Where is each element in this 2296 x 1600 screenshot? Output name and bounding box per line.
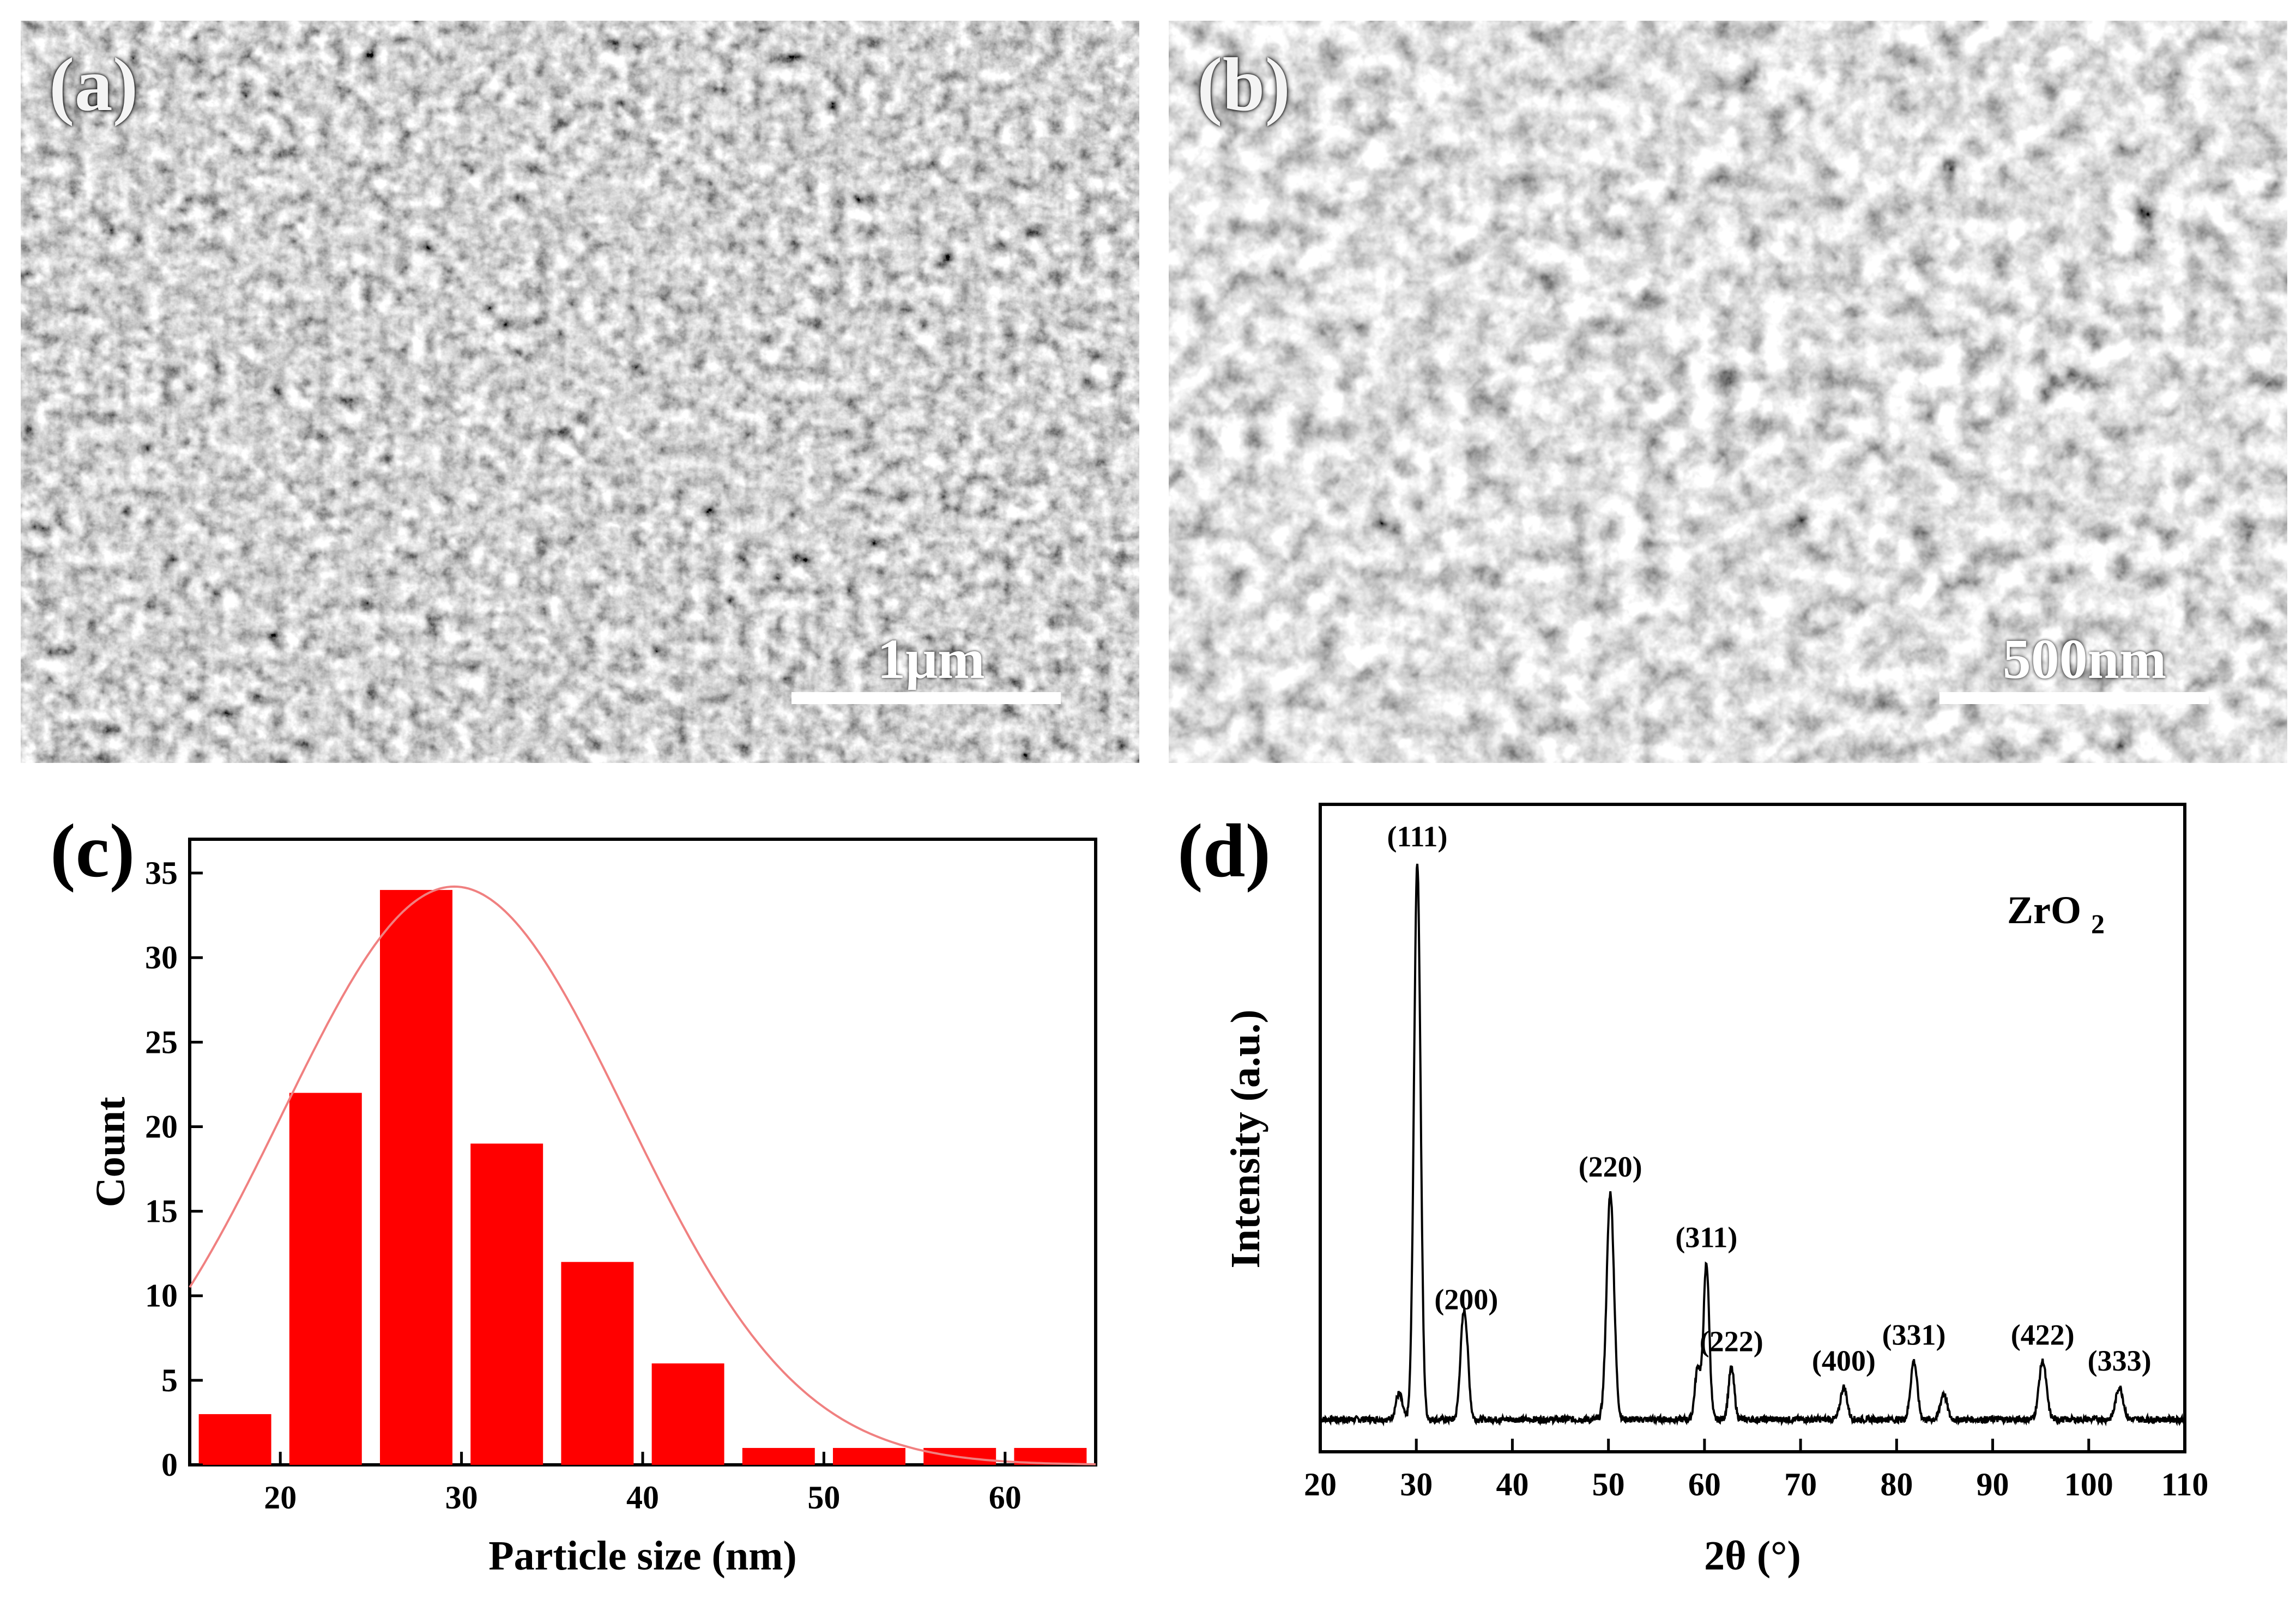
compound-subscript: 2 bbox=[2091, 908, 2105, 939]
y-axis-label-c: Count bbox=[88, 1097, 134, 1208]
x-tick-label-d: 30 bbox=[1400, 1466, 1433, 1502]
histogram-bar bbox=[651, 1363, 724, 1465]
scale-bar-b bbox=[1939, 692, 2209, 704]
xrd-chart: (111) (200) (220) (311) (222) (400)(331) (422)… bbox=[1223, 803, 2209, 1579]
y-tick-label-c: 15 bbox=[145, 1193, 178, 1229]
peak-label: (222) bbox=[1700, 1325, 1763, 1358]
peak-label: (200) bbox=[1434, 1283, 1498, 1316]
scale-bar-label-b: 500nm bbox=[2002, 628, 2167, 690]
xrd-frame bbox=[1319, 803, 2186, 1453]
xrd-pattern-line bbox=[1319, 863, 2186, 1427]
x-tick-label-d: 60 bbox=[1688, 1466, 1721, 1502]
y-tick-label-c: 35 bbox=[145, 855, 178, 891]
x-tick-label-d: 80 bbox=[1880, 1466, 1913, 1502]
sem-image-b: (b) 500nm bbox=[1169, 21, 2287, 763]
x-axis-label-c: Particle size (nm) bbox=[488, 1533, 797, 1579]
x-tick-label-c: 40 bbox=[626, 1480, 659, 1516]
histogram-bar bbox=[198, 1414, 271, 1465]
x-tick-label-c: 30 bbox=[445, 1480, 478, 1516]
peak-label: (422) bbox=[2011, 1319, 2075, 1351]
histogram-chart: 20 30 40 50 60 0 5 10 15 20 25 30 35 Particle size (… bbox=[88, 838, 1097, 1579]
y-tick-label-c: 30 bbox=[145, 940, 178, 975]
peak-label: (111) bbox=[1387, 820, 1447, 853]
x-tick-label-d: 110 bbox=[2161, 1466, 2209, 1502]
panel-label-b: (b) bbox=[1197, 43, 1291, 127]
x-tick-label-d: 20 bbox=[1304, 1466, 1337, 1502]
histogram-bar bbox=[742, 1447, 815, 1465]
x-tick-label-d: 70 bbox=[1784, 1466, 1817, 1502]
histogram-bar bbox=[380, 890, 452, 1465]
sem-texture-b bbox=[1169, 21, 2287, 763]
x-tick-label-d: 90 bbox=[1977, 1466, 2009, 1502]
compound-annotation: ZrO 2 bbox=[2007, 888, 2105, 939]
x-tick-label-d: 40 bbox=[1496, 1466, 1528, 1502]
y-tick-label-c: 5 bbox=[161, 1362, 178, 1398]
scale-bar-a bbox=[791, 692, 1061, 704]
y-axis-label-d: Intensity (a.u.) bbox=[1223, 1009, 1268, 1268]
sem-texture-a bbox=[21, 21, 1139, 763]
y-tick-label-c: 10 bbox=[145, 1278, 178, 1314]
x-axis-label-d: 2θ (°) bbox=[1704, 1533, 1801, 1579]
panel-label-d: (d) bbox=[1177, 809, 1271, 893]
histogram-bar bbox=[470, 1143, 543, 1465]
peak-label: (400) bbox=[1812, 1344, 1876, 1377]
y-tick-label-c: 20 bbox=[145, 1108, 178, 1144]
histogram-bar bbox=[561, 1262, 634, 1465]
scale-bar-label-a: 1μm bbox=[877, 628, 985, 690]
peak-label: (333) bbox=[2088, 1344, 2152, 1377]
y-tick-label-c: 0 bbox=[161, 1447, 178, 1483]
compound-name: ZrO bbox=[2007, 888, 2081, 932]
x-tick-label-d: 100 bbox=[2064, 1466, 2113, 1502]
x-tick-label-d: 50 bbox=[1592, 1466, 1625, 1502]
gaussian-fit-curve bbox=[189, 885, 1096, 1465]
panel-label-c: (c) bbox=[50, 809, 135, 893]
histogram-bar bbox=[833, 1447, 905, 1465]
x-tick-label-c: 60 bbox=[989, 1480, 1022, 1516]
x-tick-label-c: 20 bbox=[264, 1480, 297, 1516]
sem-image-a: (a) 1μm bbox=[21, 21, 1139, 763]
y-tick-label-c: 25 bbox=[145, 1024, 178, 1060]
peak-label: (331) bbox=[1882, 1319, 1946, 1351]
panel-label-a: (a) bbox=[49, 43, 138, 127]
histogram-bar bbox=[289, 1093, 362, 1465]
peak-label: (220) bbox=[1579, 1150, 1642, 1183]
x-tick-label-c: 50 bbox=[807, 1480, 840, 1516]
peak-label: (311) bbox=[1675, 1221, 1737, 1253]
